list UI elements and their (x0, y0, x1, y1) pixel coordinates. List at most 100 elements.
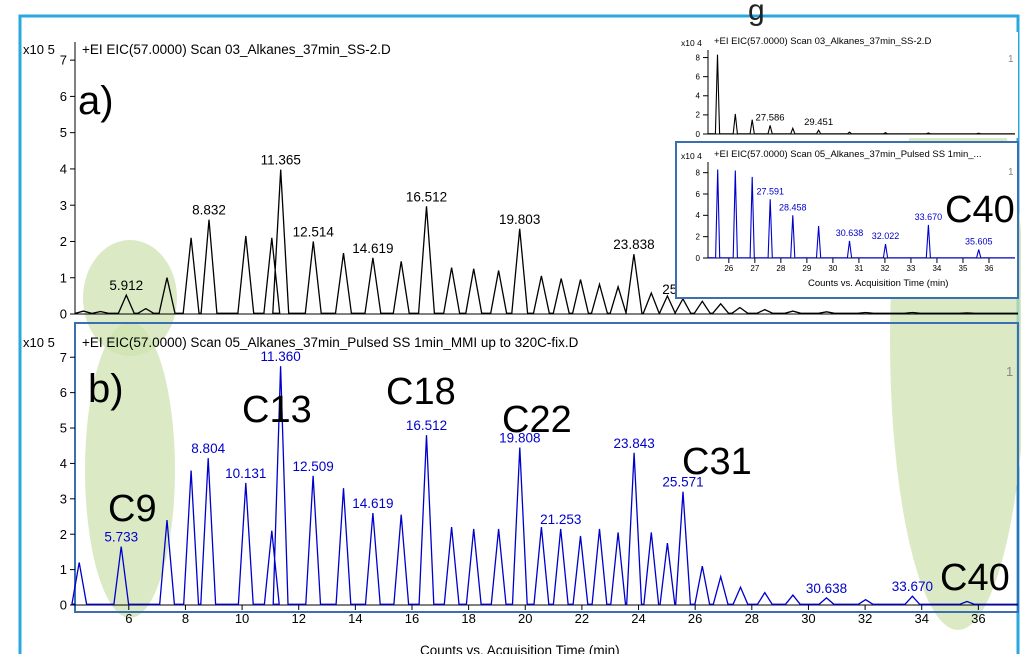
annotation-c31: C31 (682, 441, 752, 483)
x-tick-label: 36 (985, 264, 994, 273)
panel-b-y-multiplier: x10 5 (23, 335, 55, 350)
peak-label: 10.131 (225, 466, 266, 481)
y-tick-label: 4 (696, 211, 701, 220)
peak-label: 8.804 (191, 441, 225, 456)
y-tick-label: 2 (60, 234, 67, 249)
y-tick-label: 4 (696, 92, 701, 101)
y-tick-label: 1 (60, 270, 67, 285)
peak-label: 12.509 (292, 459, 333, 474)
y-tick-label: 0 (60, 598, 67, 613)
inset-1-title: +EI EIC(57.0000) Scan 03_Alkanes_37min_S… (714, 36, 931, 47)
x-tick-label: 36 (971, 611, 985, 626)
peak-label: 11.360 (260, 349, 300, 364)
x-tick-label: 30 (801, 611, 815, 626)
peak-label: 33.670 (892, 579, 933, 594)
x-tick-label: 28 (776, 264, 785, 273)
x-tick-label: 14 (348, 611, 362, 626)
x-tick-label: 33 (906, 264, 915, 273)
panel-a-letter: a) (78, 79, 114, 123)
panel-b-marker: 1 (1006, 364, 1013, 379)
peak-label: 16.512 (406, 418, 447, 433)
y-tick-label: 7 (60, 53, 67, 68)
peak-label: 14.619 (352, 241, 393, 256)
inset-2-y-multiplier: x10 4 (681, 151, 702, 161)
header-fragment: g (748, 0, 765, 27)
y-tick-label: 3 (60, 198, 67, 213)
x-tick-label: 30 (828, 264, 837, 273)
panel-b-y-ticks: 0 1 2 3 4 5 6 7 (60, 350, 75, 613)
y-tick-label: 8 (696, 53, 701, 62)
peak-label: 23.843 (613, 436, 654, 451)
x-tick-label: 32 (880, 264, 889, 273)
y-tick-label: 3 (60, 491, 67, 506)
panel-b-letter: b) (88, 367, 124, 411)
y-tick-label: 4 (60, 161, 67, 176)
y-tick-label: 1 (60, 562, 67, 577)
peak-label: 5.912 (109, 278, 143, 293)
y-tick-label: 6 (60, 385, 67, 400)
peak-label: 11.365 (261, 153, 301, 168)
y-tick-label: 0 (60, 307, 67, 322)
x-tick-label: 24 (631, 611, 645, 626)
peak-label: 23.838 (613, 237, 654, 252)
peak-label: 5.733 (104, 530, 138, 545)
y-tick-label: 5 (60, 421, 67, 436)
y-tick-label: 0 (696, 254, 701, 263)
peak-label: 19.803 (499, 212, 540, 227)
y-tick-label: 5 (60, 125, 67, 140)
x-tick-label: 34 (932, 264, 941, 273)
panel-b-x-ticks: 6 8 10 12 14 16 18 20 22 24 26 28 30 32 34 36 (125, 605, 985, 626)
peak-label: 21.253 (540, 512, 581, 527)
inset-1-y-multiplier: x10 4 (681, 38, 702, 48)
peak-label: 12.514 (293, 224, 335, 239)
peak-label: 35.605 (965, 236, 993, 246)
x-tick-label: 34 (914, 611, 928, 626)
inset-2-annotation-c40: C40 (945, 189, 1015, 231)
x-tick-label: 26 (724, 264, 733, 273)
y-tick-label: 8 (696, 168, 701, 177)
panel-a-y-ticks: 0 1 2 3 4 5 6 7 (60, 53, 75, 322)
peak-label: 30.638 (836, 228, 864, 238)
annotation-c9: C9 (108, 488, 157, 530)
x-tick-label: 35 (959, 264, 968, 273)
peak-label: 32.022 (872, 231, 900, 241)
annotation-c18: C18 (386, 371, 456, 413)
x-tick-label: 29 (802, 264, 811, 273)
x-tick-label: 27 (750, 264, 759, 273)
x-tick-label: 31 (854, 264, 863, 273)
peak-label: 30.638 (806, 581, 847, 596)
panel-b-x-axis-label: Counts vs. Acquisition Time (min) (420, 643, 620, 654)
peak-label: 14.619 (352, 496, 393, 511)
peak-label: 8.832 (192, 203, 226, 218)
peak-label: 27.591 (756, 186, 784, 196)
y-tick-label: 4 (60, 456, 67, 471)
y-tick-label: 0 (696, 130, 701, 139)
annotation-c40: C40 (940, 557, 1010, 599)
x-tick-label: 22 (575, 611, 589, 626)
x-tick-label: 28 (745, 611, 759, 626)
peak-label: 33.670 (915, 212, 943, 222)
inset-2-x-axis-label: Counts vs. Acquisition Time (min) (808, 278, 948, 289)
x-tick-label: 10 (235, 611, 249, 626)
panel-a-title: +EI EIC(57.0000) Scan 03_Alkanes_37min_S… (82, 42, 391, 57)
y-tick-label: 6 (696, 190, 701, 199)
annotation-c22: C22 (502, 399, 572, 441)
x-tick-label: 6 (125, 611, 132, 626)
inset-1-marker: 1 (1008, 54, 1014, 65)
panel-b-frame (75, 323, 1018, 612)
x-tick-label: 26 (688, 611, 702, 626)
x-tick-label: 12 (291, 611, 305, 626)
x-tick-label: 32 (858, 611, 872, 626)
y-tick-label: 2 (60, 527, 67, 542)
inset-2-marker: 1 (1008, 167, 1014, 178)
y-tick-label: 2 (696, 232, 701, 241)
panel-a-peak-labels: 5.912 8.832 11.365 12.514 14.619 16.512 19.803… (109, 153, 703, 297)
x-tick-label: 16 (405, 611, 419, 626)
peak-label: 16.512 (406, 189, 447, 204)
inset-1: x10 4 +EI EIC(57.0000) Scan 03_Alkanes_3… (673, 32, 1018, 139)
inset-2-title: +EI EIC(57.0000) Scan 05_Alkanes_37min_P… (714, 149, 981, 160)
inset-1-background (673, 32, 1018, 138)
y-tick-label: 6 (60, 89, 67, 104)
panel-a-y-multiplier: x10 5 (23, 42, 55, 57)
